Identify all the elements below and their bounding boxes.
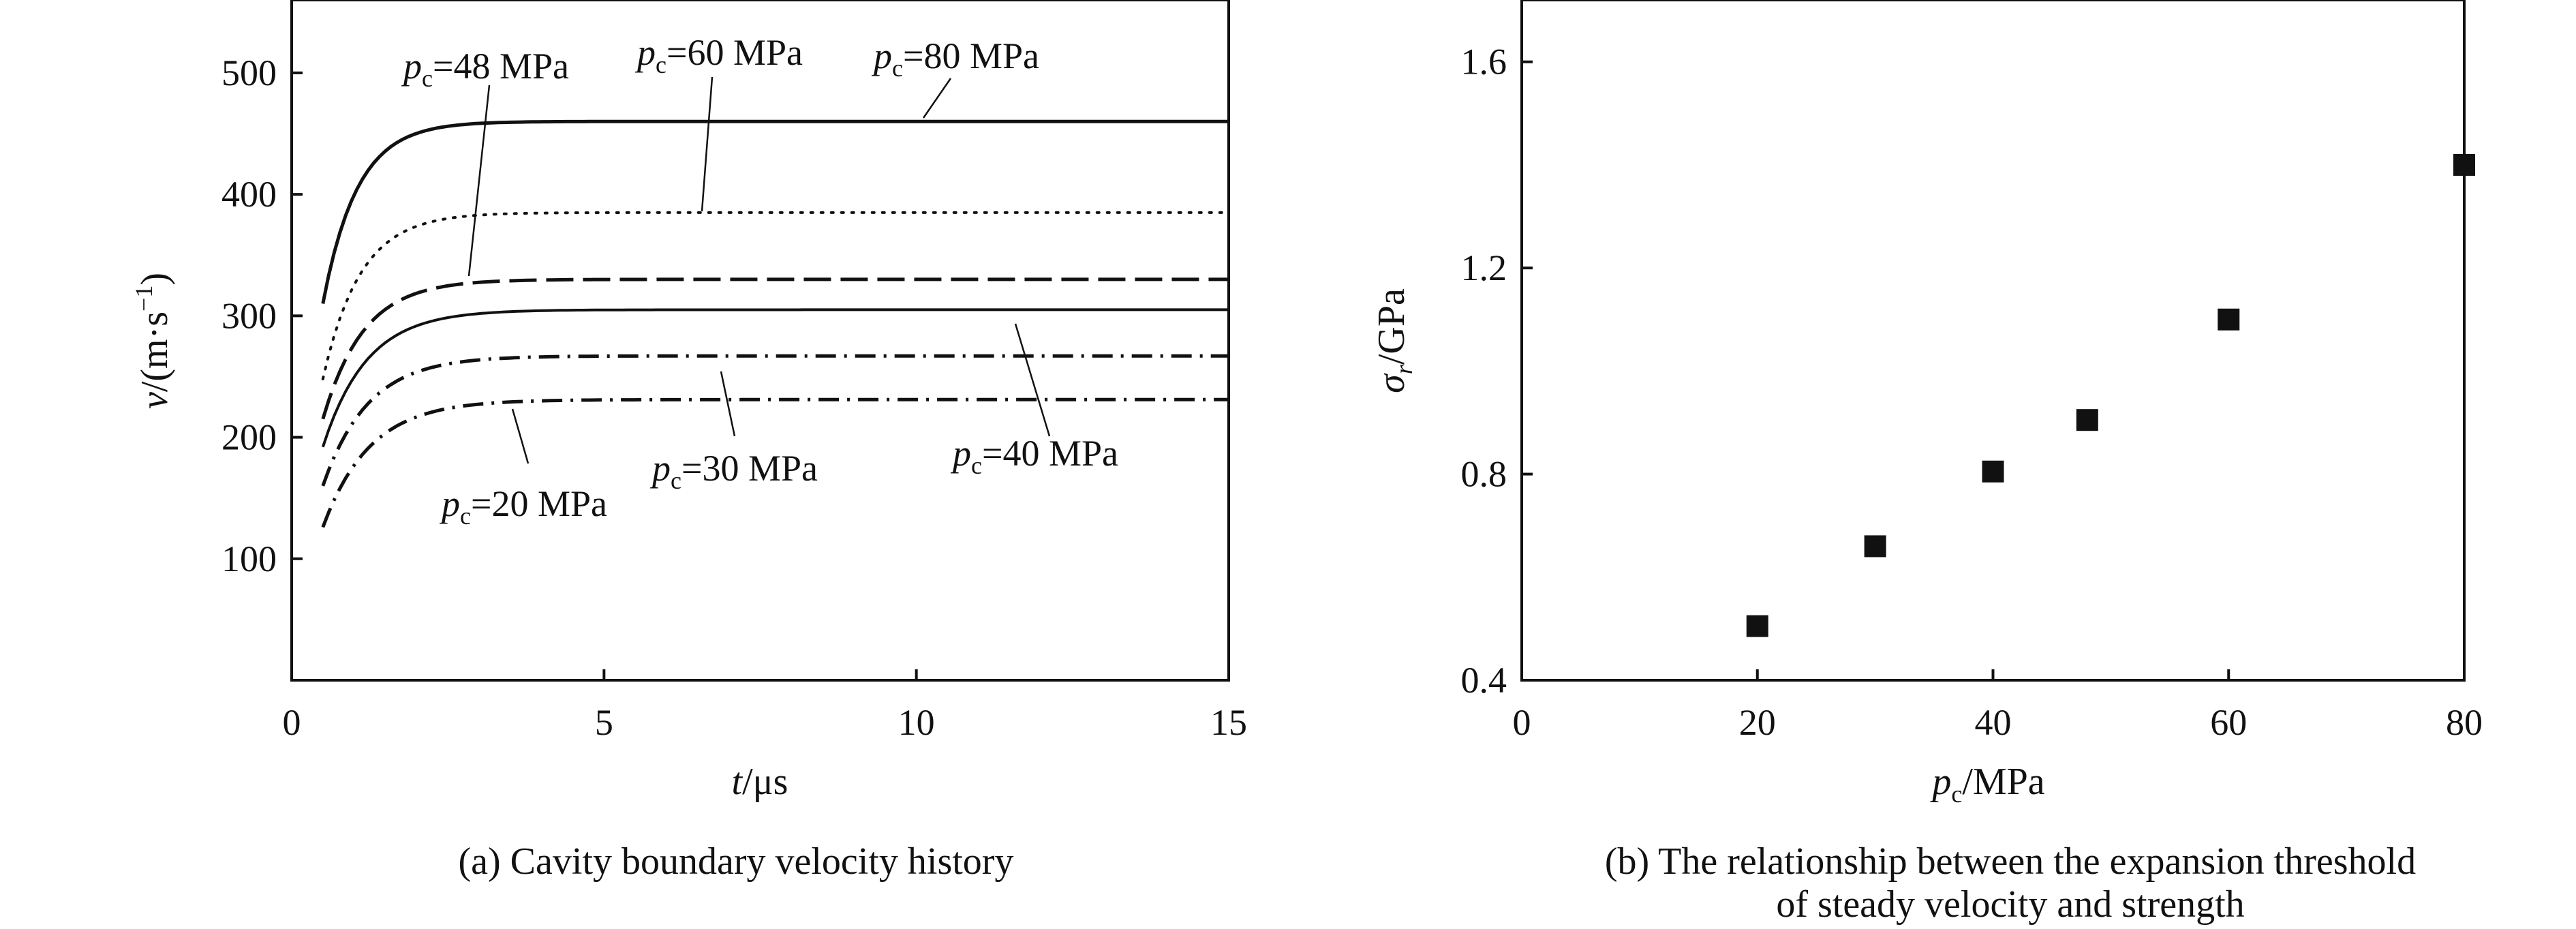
series-60mpa: [321, 211, 1230, 380]
a-y-tick-label: 300: [221, 295, 277, 336]
panel-a-velocity-history: 0 5 10 15 100 200 300 400 500 pc=48 MPa pc=60 MP…: [130, 0, 1247, 883]
panel-b-caption-line-1: (b) The relationship between the expansi…: [1605, 840, 2416, 883]
panel-a-series: [321, 119, 1230, 528]
scatter-point: [1746, 615, 1768, 637]
panel-b-caption-line-2: of steady velocity and strength: [1776, 883, 2244, 926]
panel-b-threshold-vs-strength: 0 20 40 60 80 0.4 0.8 1.2 1.6 pc/MPa σr/GPa (b) …: [1370, 0, 2483, 926]
a-y-tick-label: 100: [221, 538, 277, 579]
leader-line: [922, 78, 952, 119]
panel-a-caption: (a) Cavity boundary velocity history: [459, 840, 1014, 883]
leader-line: [720, 371, 736, 437]
b-y-tick-label: 1.6: [1461, 42, 1507, 82]
label-60mpa: pc=60 MPa: [634, 32, 803, 78]
scatter-point: [2453, 153, 2475, 176]
b-y-tick-label: 0.8: [1461, 454, 1507, 495]
b-x-tick-label: 40: [1975, 702, 2012, 743]
panel-a-y-axis-title: v/(m·s−1): [130, 273, 176, 409]
b-x-tick-label: 60: [2210, 702, 2247, 743]
scatter-point: [2218, 308, 2240, 331]
label-48mpa: pc=48 MPa: [401, 46, 569, 92]
series-20mpa: [321, 397, 1229, 528]
b-x-tick-label: 20: [1739, 702, 1776, 743]
panel-b-points: [1746, 153, 2475, 637]
label-40mpa: pc=40 MPa: [950, 433, 1118, 479]
leader-line: [511, 408, 530, 464]
a-y-tick-label: 200: [221, 417, 277, 458]
a-x-tick-label: 5: [595, 702, 613, 743]
scatter-point: [1982, 460, 2004, 483]
label-30mpa: pc=30 MPa: [649, 448, 818, 494]
a-y-tick-label: 400: [221, 174, 277, 215]
b-y-tick-label: 1.2: [1461, 247, 1507, 288]
b-x-tick-label: 80: [2446, 702, 2483, 743]
leader-line: [467, 85, 491, 277]
series-40mpa: [321, 308, 1229, 448]
leader-line: [1014, 323, 1051, 437]
panel-b-plot-frame: [1520, 0, 2466, 682]
panel-a-x-axis-title: t/μs: [732, 761, 788, 803]
label-80mpa: pc=80 MPa: [871, 35, 1039, 82]
scatter-point: [2076, 409, 2098, 431]
panel-a-ticks: 0 5 10 15 100 200 300 400 500: [221, 52, 1247, 743]
label-20mpa: pc=20 MPa: [439, 483, 607, 530]
panel-b-x-axis-title: pc/MPa: [1929, 761, 2044, 808]
a-y-tick-label: 500: [221, 52, 277, 93]
a-x-tick-label: 15: [1210, 702, 1247, 743]
panel-b-y-axis-title: σr/GPa: [1370, 288, 1417, 393]
a-x-tick-label: 10: [898, 702, 935, 743]
series-48mpa: [321, 277, 1229, 420]
a-x-tick-label: 0: [283, 702, 301, 743]
panel-b-ticks: 0 20 40 60 80 0.4 0.8 1.2 1.6: [1461, 42, 2483, 743]
series-80mpa: [321, 119, 1229, 305]
leader-line: [701, 76, 714, 212]
panel-a-plot-frame: [290, 0, 1230, 682]
series-30mpa: [321, 354, 1229, 487]
b-x-tick-label: 0: [1513, 702, 1531, 743]
panel-a-leader-lines: [467, 76, 1051, 464]
b-y-tick-label: 0.4: [1461, 660, 1507, 701]
scatter-point: [1864, 535, 1886, 558]
